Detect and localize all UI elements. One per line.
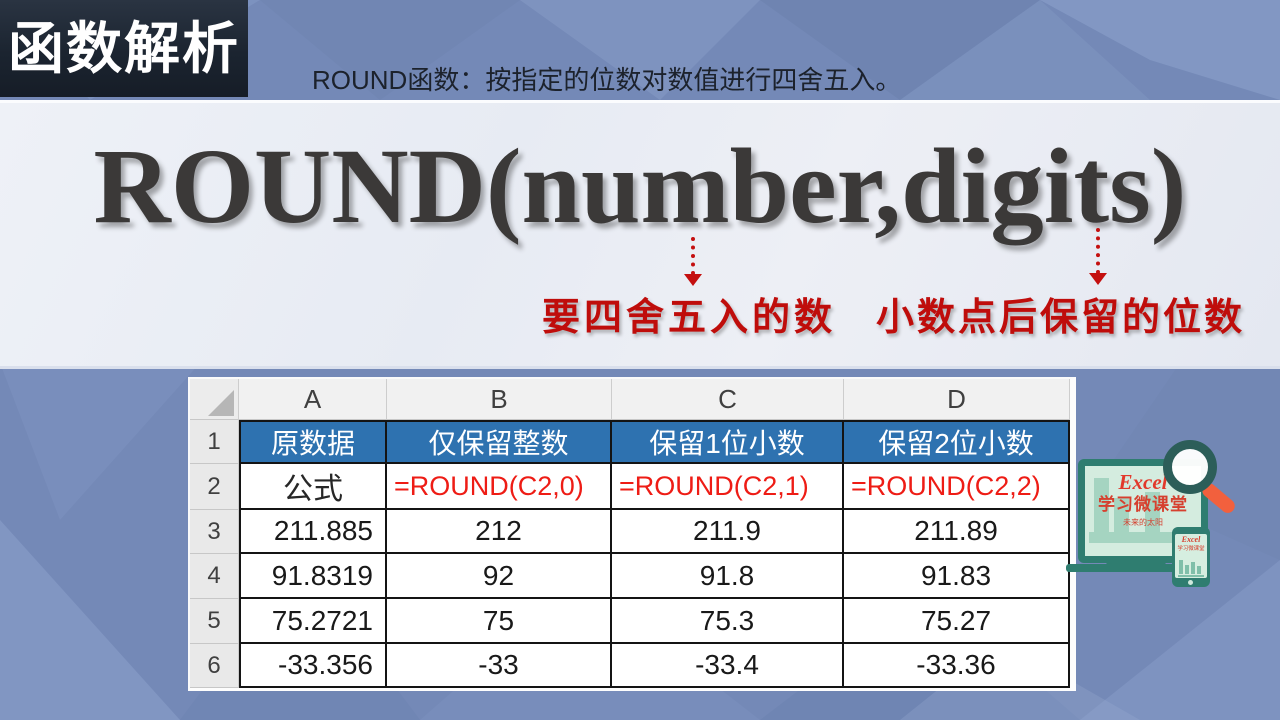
number-annotation: 要四舍五入的数	[542, 297, 837, 339]
formula-title: ROUND(number,digits)	[93, 128, 1187, 246]
bar-chart-icon	[1114, 498, 1129, 534]
badge-title: 函数解析	[8, 16, 240, 80]
cell-c2: =ROUND(C2,1)	[612, 464, 844, 510]
cell-c5: 75.3	[612, 599, 844, 644]
cell-c4: 91.8	[612, 554, 844, 599]
number-dotted-arrow-icon	[691, 237, 695, 275]
cell-a4: 91.8319	[239, 554, 387, 599]
column-header-d: D	[844, 379, 1070, 420]
column-header-a: A	[239, 379, 387, 420]
excel-table: A B C D 1 原数据 仅保留整数 保留1位小数 保留2位小数 2 公式 =…	[188, 377, 1076, 691]
brand-tagline: 未来的太阳	[1123, 518, 1163, 527]
cell-b2: =ROUND(C2,0)	[387, 464, 612, 510]
corner-triangle-icon	[208, 390, 234, 416]
phone-brand-text2: 学习微课堂	[1177, 546, 1205, 552]
brand-text-line2: 学习微课堂	[1098, 495, 1188, 514]
phone-bar-chart-icon	[1178, 575, 1204, 577]
row-header-2: 2	[190, 464, 239, 510]
cell-c3: 211.9	[612, 510, 844, 554]
brand-text-excel: Excel	[1118, 470, 1168, 494]
cell-d6: -33.36	[844, 644, 1070, 688]
bar-chart-icon	[1094, 478, 1109, 534]
phone-bar-chart-icon	[1179, 560, 1183, 574]
phone-bar-chart-icon	[1191, 562, 1195, 574]
cell-a6: -33.356	[239, 644, 387, 688]
phone-bar-chart-icon	[1185, 565, 1189, 574]
cell-a3: 211.885	[239, 510, 387, 554]
header-badge: 函数解析	[0, 0, 248, 97]
select-all-corner	[190, 379, 239, 420]
bar-chart-axis-icon	[1089, 532, 1183, 543]
cell-a2: 公式	[239, 464, 387, 510]
magnifier-icon	[1163, 440, 1217, 494]
cell-b6: -33	[387, 644, 612, 688]
digits-annotation: 小数点后保留的位数	[876, 297, 1246, 339]
number-arrowhead-icon	[684, 274, 702, 286]
phone-screen: Excel 学习微课堂	[1175, 534, 1207, 578]
phone-brand-text: Excel	[1181, 535, 1201, 544]
digits-dotted-arrow-icon	[1096, 228, 1100, 274]
cell-b5: 75	[387, 599, 612, 644]
cell-d3: 211.89	[844, 510, 1070, 554]
phone-home-button	[1188, 580, 1193, 585]
cell-d1: 保留2位小数	[844, 420, 1070, 464]
cell-a5: 75.2721	[239, 599, 387, 644]
bar-chart-icon	[1145, 492, 1160, 534]
row-header-1: 1	[190, 420, 239, 464]
cell-d2: =ROUND(C2,2)	[844, 464, 1070, 510]
digits-arrowhead-icon	[1089, 273, 1107, 285]
function-description: ROUND函数：按指定的位数对数值进行四舍五入。	[312, 65, 902, 95]
row-header-3: 3	[190, 510, 239, 554]
cell-b1: 仅保留整数	[387, 420, 612, 464]
monitor-base	[1106, 562, 1166, 572]
phone-icon: Excel 学习微课堂	[1172, 527, 1210, 587]
cell-d5: 75.27	[844, 599, 1070, 644]
column-header-b: B	[387, 379, 612, 420]
row-header-5: 5	[190, 599, 239, 644]
cell-b4: 92	[387, 554, 612, 599]
row-header-6: 6	[190, 644, 239, 688]
phone-bar-chart-icon	[1197, 566, 1201, 574]
cell-c1: 保留1位小数	[612, 420, 844, 464]
cell-b3: 212	[387, 510, 612, 554]
cell-a1: 原数据	[239, 420, 387, 464]
row-header-4: 4	[190, 554, 239, 599]
cell-d4: 91.83	[844, 554, 1070, 599]
column-header-c: C	[612, 379, 844, 420]
cell-c6: -33.4	[612, 644, 844, 688]
title-band	[0, 100, 1280, 369]
